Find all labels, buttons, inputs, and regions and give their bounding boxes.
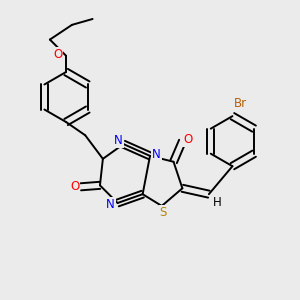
Text: N: N: [114, 134, 123, 147]
Text: O: O: [183, 133, 192, 146]
Text: N: N: [152, 148, 161, 161]
Text: H: H: [213, 196, 222, 209]
Text: S: S: [160, 206, 167, 219]
Text: N: N: [106, 198, 115, 211]
Text: Br: Br: [234, 97, 247, 110]
Text: O: O: [70, 180, 80, 193]
Text: O: O: [53, 48, 62, 61]
